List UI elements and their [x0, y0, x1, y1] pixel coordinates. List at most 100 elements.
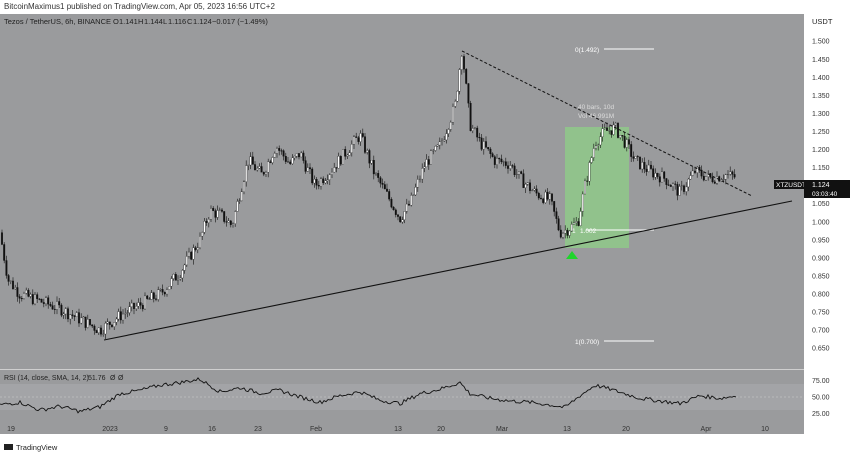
candle-down	[269, 161, 272, 163]
candle-down	[254, 164, 256, 171]
descending-resistance-line[interactable]	[461, 50, 753, 197]
candle-down	[397, 214, 399, 217]
price-tick-label: 0.700	[812, 328, 830, 335]
candle-up	[179, 277, 182, 280]
candle-up	[436, 144, 439, 147]
candle-up	[727, 174, 729, 176]
tradingview-logo: TradingView	[4, 443, 58, 452]
candle-down	[108, 321, 111, 325]
ohlc-h-value: 1.144	[144, 17, 163, 26]
time-tick-label: 9	[164, 426, 168, 433]
candle-up	[597, 144, 600, 146]
candle-up	[86, 319, 89, 328]
candle-up	[185, 256, 188, 266]
candle-up	[599, 136, 602, 146]
time-tick-label: 13	[563, 426, 571, 433]
range-measure-box[interactable]	[565, 127, 629, 248]
candle-up	[401, 219, 404, 223]
candle-down	[3, 244, 6, 261]
price-chart-svg[interactable]: 1.500 1.450 1.400 1.350 1.300 1.250 1.200 1.150…	[0, 14, 850, 456]
candle-down	[630, 144, 633, 157]
candle-up	[414, 187, 417, 196]
candle-down	[148, 298, 151, 300]
candle-up	[342, 149, 344, 165]
candle-up	[240, 191, 243, 201]
time-tick-label: 20	[622, 426, 630, 433]
candle-up	[696, 166, 699, 173]
candle-down	[467, 83, 470, 104]
candle-up	[592, 148, 595, 158]
candle-down	[491, 153, 494, 157]
candle-up	[515, 174, 518, 175]
range-bars-text: 40 bars, 10d	[578, 104, 615, 111]
candle-down	[309, 167, 311, 170]
candle-up	[705, 176, 707, 181]
candle-up	[181, 270, 184, 279]
ohlc-c-value: 1.124	[193, 17, 212, 26]
candle-up	[687, 178, 690, 188]
time-tick-label: Apr	[701, 426, 713, 433]
chart-area[interactable]: 1.500 1.450 1.400 1.350 1.300 1.250 1.200 1.150…	[0, 14, 850, 456]
candle-up	[434, 146, 437, 151]
candle-down	[36, 294, 39, 300]
candle-down	[542, 198, 545, 203]
candle-up	[691, 170, 694, 176]
candle-down	[302, 152, 305, 161]
symbol-badge-text: XTZUSDT	[776, 182, 806, 189]
candle-up	[126, 312, 129, 314]
candle-up	[460, 56, 463, 70]
candle-down	[315, 179, 318, 186]
candle-up	[509, 165, 512, 169]
candle-up	[680, 185, 683, 187]
candle-down	[67, 308, 69, 320]
candle-down	[155, 298, 157, 300]
candle-up	[97, 327, 100, 334]
candle-down	[73, 315, 76, 317]
candle-down	[146, 295, 149, 299]
candle-up	[689, 175, 692, 180]
candle-down	[392, 206, 395, 211]
candle-down	[500, 158, 503, 163]
candle-down	[161, 289, 164, 293]
candle-up	[722, 178, 725, 180]
candle-down	[621, 135, 624, 137]
time-tick-label: 10	[761, 426, 769, 433]
candle-up	[247, 164, 250, 166]
candle-down	[652, 168, 655, 178]
candle-up	[707, 173, 710, 177]
rsi-label: RSI (14, close, SMA, 14, 2)	[4, 375, 89, 382]
candle-up	[69, 314, 72, 320]
candle-down	[386, 188, 388, 192]
range-vol-text: Vol 46.991M	[578, 113, 614, 120]
candle-up	[199, 236, 201, 248]
candle-up	[588, 162, 591, 182]
candle-up	[518, 171, 520, 175]
candle-down	[163, 292, 166, 295]
candle-down	[559, 229, 562, 238]
candle-down	[700, 169, 703, 177]
candle-down	[639, 156, 641, 170]
candle-down	[40, 298, 43, 303]
candle-up	[64, 308, 67, 315]
candle-up	[256, 168, 259, 171]
candle-up	[331, 171, 333, 175]
candle-down	[339, 156, 342, 165]
candle-down	[282, 150, 285, 157]
candle-down	[702, 175, 705, 181]
candle-down	[194, 247, 197, 250]
ohlc-l-value: 1.116	[168, 17, 186, 26]
candle-up	[443, 139, 446, 142]
candle-down	[284, 156, 287, 162]
candle-up	[678, 186, 681, 196]
candle-up	[34, 294, 36, 305]
rsi-tick-label: 75.00	[812, 378, 830, 385]
candle-down	[493, 156, 496, 165]
candle-up	[672, 183, 674, 187]
price-tick-label: 0.800	[812, 292, 830, 299]
candle-up	[14, 287, 17, 290]
candle-down	[262, 171, 265, 175]
ascending-support-line[interactable]	[103, 200, 793, 341]
rsi-axis: 75.00 50.00 25.00	[0, 378, 830, 418]
candle-down	[623, 135, 626, 148]
candle-down	[663, 171, 666, 179]
